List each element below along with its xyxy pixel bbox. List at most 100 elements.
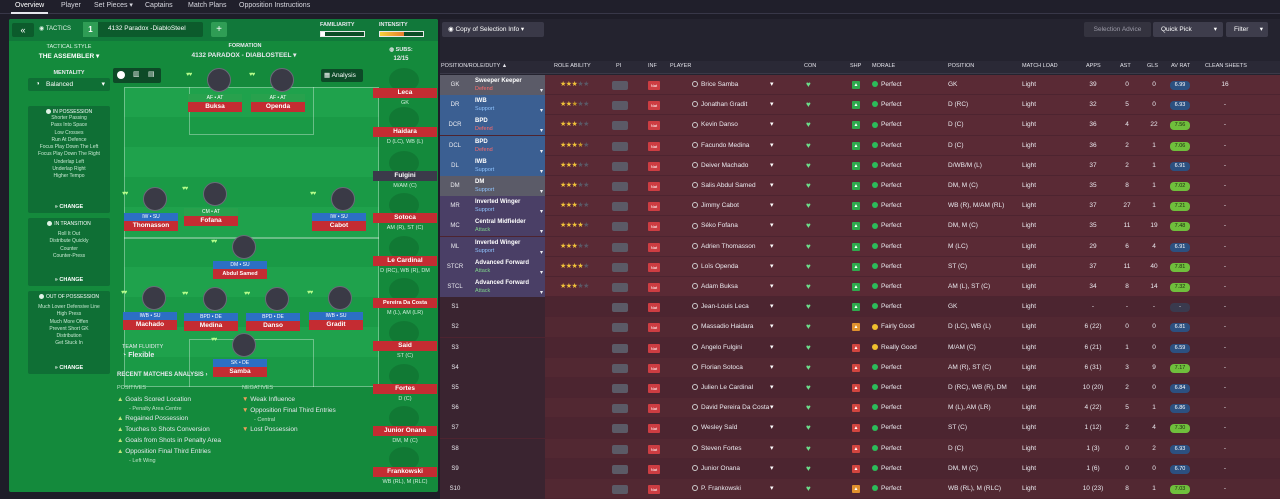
recent-analysis-title[interactable]: RECENT MATCHES ANALYSIS › xyxy=(117,372,208,378)
player-card[interactable]: ♥♥ IW • SU Cabot xyxy=(308,183,378,235)
col-apps[interactable]: APPS xyxy=(1086,63,1101,69)
sub-slot[interactable]: Sotoca AM (R), ST (C) xyxy=(373,193,438,237)
role-duty-selector[interactable]: IWB Support ▾ xyxy=(470,95,545,116)
table-row[interactable]: S9 Nat Junior Onana ▾ ♥ ▲ Perfect DM, M (C) Ligh… xyxy=(440,458,1280,479)
player-instructions-icon[interactable] xyxy=(612,464,628,474)
out-of-possession-box[interactable]: OUT OF POSSESSION Much Lower Defensive L… xyxy=(28,291,110,374)
table-row[interactable]: S10 Nat P. Frankowski ▾ ♥ ▲ Perfect WB (RL), M … xyxy=(440,479,1280,499)
table-row[interactable]: DCL BPD Defend ▾ ★★★★★ Nat Facundo Medina ▾ ♥ ▲ Pe… xyxy=(440,135,1280,156)
table-row[interactable]: S3 Nat Angelo Fulgini ▾ ♥ ▲ Really Good M/AM (C… xyxy=(440,337,1280,358)
player-card[interactable]: ♥♥ SK • DE Samba xyxy=(209,329,279,381)
selection-advice-button[interactable]: Selection Advice xyxy=(1084,22,1151,37)
sub-slot[interactable]: Frankowski WB (RL), M (RLC) xyxy=(373,447,438,491)
player-instructions-icon[interactable] xyxy=(612,222,628,232)
player-instructions-icon[interactable] xyxy=(612,101,628,111)
sub-slot[interactable]: Fortes D (C) xyxy=(373,364,438,408)
chevron-down-icon[interactable]: ▾ xyxy=(770,485,774,492)
filter-dropdown[interactable]: Filter ▾ xyxy=(1226,22,1268,37)
chevron-down-icon[interactable]: ▾ xyxy=(770,343,774,351)
sub-slot[interactable]: Fulgini M/AM (C) xyxy=(373,151,438,195)
tab-set-pieces[interactable]: Set Pieces ▾ xyxy=(94,0,133,14)
player-instructions-icon[interactable] xyxy=(612,121,628,131)
player-card[interactable]: ♥♥ AF • AT Openda xyxy=(247,64,317,116)
player-card[interactable]: ♥♥ DM • SU Abdul Samed xyxy=(209,231,279,283)
sub-slot[interactable]: Le Cardinal D (RC), WB (R), DM xyxy=(373,236,438,280)
change-oop-button[interactable]: » CHANGE xyxy=(28,365,110,371)
col-position-role-duty[interactable]: POSITION/ROLE/DUTY ▲ xyxy=(441,63,507,69)
player-instructions-icon[interactable] xyxy=(612,81,628,90)
in-transition-box[interactable]: IN TRANSITION Roll It Out Distribute Qui… xyxy=(28,218,110,286)
player-name-cell[interactable]: Steven Fortes xyxy=(692,439,778,459)
player-instructions-icon[interactable] xyxy=(612,485,628,494)
chevron-down-icon[interactable]: ▾ xyxy=(770,444,774,452)
col-con[interactable]: CON xyxy=(804,63,817,69)
player-name-cell[interactable]: David Pereira Da Costa xyxy=(692,398,778,418)
col-match-load[interactable]: MATCH LOAD xyxy=(1022,63,1058,69)
table-row[interactable]: DCR BPD Defend ▾ ★★★★★ Nat Kevin Danso ▾ ♥ ▲ Perfe… xyxy=(440,115,1280,136)
tab-overview[interactable]: Overview xyxy=(10,0,49,14)
player-instructions-icon[interactable] xyxy=(612,424,628,434)
mentality-dropdown[interactable]: ◑ Balanced ▾ xyxy=(28,78,110,91)
player-instructions-icon[interactable] xyxy=(612,202,628,212)
player-instructions-icon[interactable] xyxy=(612,444,628,454)
table-row[interactable]: S1 Nat Jean-Louis Leca ▾ ♥ ▲ Perfect GK Light - - -… xyxy=(440,297,1280,318)
player-name-cell[interactable]: P. Frankowski xyxy=(692,479,778,499)
player-name-cell[interactable]: Jimmy Cabot xyxy=(692,196,778,216)
col-player[interactable]: PLAYER xyxy=(670,63,692,69)
table-row[interactable]: ML Inverted Winger Support ▾ ★★★★★ Nat Adrien … xyxy=(440,236,1280,257)
tab-captains[interactable]: Captains xyxy=(145,2,173,9)
col-inf[interactable]: INF xyxy=(648,63,657,69)
collapse-button[interactable]: « xyxy=(12,23,34,37)
analysis-button[interactable]: ▦ Analysis xyxy=(321,69,363,82)
chevron-down-icon[interactable]: ▾ xyxy=(770,81,774,88)
table-row[interactable]: S4 Nat Florian Sotoca ▾ ♥ ▲ Perfect AM (R), ST … xyxy=(440,357,1280,378)
chevron-down-icon[interactable]: ▾ xyxy=(770,222,774,230)
chevron-down-icon[interactable]: ▾ xyxy=(770,464,774,472)
player-card[interactable]: ♥♥ IWB • SU Gradit xyxy=(305,282,375,334)
player-card[interactable]: ♥♥ IW • SU Thomasson xyxy=(120,183,190,235)
sub-slot[interactable]: Junior Onana DM, M (C) xyxy=(373,406,438,450)
role-duty-selector[interactable]: Sweeper Keeper Defend ▾ xyxy=(470,75,545,95)
player-card[interactable]: ♥♥ AF • AT Buksa xyxy=(184,64,254,116)
copy-selection-dropdown[interactable]: ◉ Copy of Selection Info ▾ xyxy=(442,22,544,37)
role-duty-selector[interactable]: BPD Defend ▾ xyxy=(470,115,545,136)
chevron-down-icon[interactable]: ▾ xyxy=(770,262,774,270)
table-row[interactable]: S5 Nat Julien Le Cardinal ▾ ♥ ▲ Perfect D (RC),… xyxy=(440,378,1280,399)
sub-slot[interactable]: Said ST (C) xyxy=(373,321,438,365)
chevron-down-icon[interactable]: ▾ xyxy=(770,101,774,109)
table-row[interactable]: GK Sweeper Keeper Defend ▾ ★★★★★ Nat Brice Sam… xyxy=(440,75,1280,96)
chevron-down-icon[interactable]: ▾ xyxy=(770,182,774,189)
player-name-cell[interactable]: Deiver Machado xyxy=(692,156,778,176)
tactic-selector[interactable]: 1 4132 Paradox -DiabloSteel xyxy=(83,22,203,37)
sub-slot[interactable]: Pereira Da Costa M (L), AM (LR) xyxy=(373,278,438,322)
role-duty-selector[interactable]: IWB Support ▾ xyxy=(470,155,545,176)
table-row[interactable]: STCR Advanced Forward Attack ▾ ★★★★★ Nat Loïs … xyxy=(440,256,1280,277)
tab-opposition-instructions[interactable]: Opposition Instructions xyxy=(239,2,311,9)
player-card[interactable]: ♥♥ BPD • DE Medina xyxy=(180,283,250,335)
tactical-style-value[interactable]: THE ASSEMBLER ▾ xyxy=(28,52,110,60)
col-role-ability[interactable]: ROLE ABILITY xyxy=(554,63,591,69)
table-row[interactable]: MC Central Midfielder Attack ▾ ★★★★★ Nat Séko … xyxy=(440,216,1280,237)
col-shp[interactable]: SHP xyxy=(850,63,862,69)
player-instructions-icon[interactable] xyxy=(612,242,628,252)
table-row[interactable]: STCL Advanced Forward Attack ▾ ★★★★★ Nat Adam … xyxy=(440,277,1280,298)
player-name-cell[interactable]: Jean-Louis Leca xyxy=(692,297,778,317)
table-row[interactable]: MR Inverted Winger Support ▾ ★★★★★ Nat Jimmy C… xyxy=(440,196,1280,217)
chevron-down-icon[interactable]: ▾ xyxy=(770,303,774,311)
player-name-cell[interactable]: Jonathan Gradit xyxy=(692,95,778,115)
player-instructions-icon[interactable] xyxy=(612,343,628,353)
tab-match-plans[interactable]: Match Plans xyxy=(188,2,227,9)
col-position[interactable]: POSITION xyxy=(948,63,975,69)
chevron-down-icon[interactable]: ▾ xyxy=(770,323,774,331)
change-possession-button[interactable]: » CHANGE xyxy=(28,204,110,210)
role-duty-selector[interactable]: Advanced Forward Attack ▾ xyxy=(470,256,545,277)
chevron-down-icon[interactable]: ▾ xyxy=(770,363,774,371)
player-card[interactable]: ♥♥ CM • AT Fofana xyxy=(180,178,250,230)
player-name-cell[interactable]: Loïs Openda xyxy=(692,257,778,277)
player-instructions-icon[interactable] xyxy=(612,384,628,393)
player-name-cell[interactable]: Facundo Medina xyxy=(692,136,778,156)
player-name-cell[interactable]: Angelo Fulgini xyxy=(692,338,778,358)
player-name-cell[interactable]: Adam Buksa xyxy=(692,277,778,297)
chevron-down-icon[interactable]: ▾ xyxy=(770,161,774,169)
table-row[interactable]: S2 Nat Massadio Haidara ▾ ♥ ▲ Fairly Good D (LC… xyxy=(440,317,1280,338)
